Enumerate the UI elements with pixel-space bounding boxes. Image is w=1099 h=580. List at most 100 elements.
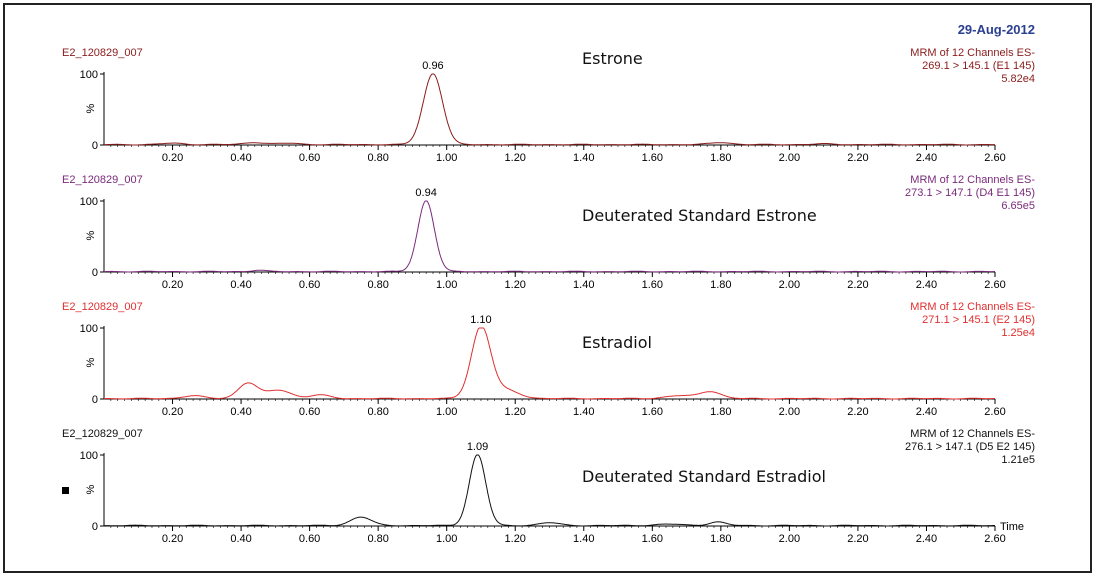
channel-info-line1: MRM of 12 Channels ES-	[910, 174, 1035, 186]
x-tick-label: 2.20	[847, 279, 868, 291]
x-tick-label: 2.40	[916, 406, 937, 418]
intensity-label: 1.25e4	[1001, 327, 1035, 339]
x-tick-label: 1.60	[642, 406, 663, 418]
x-tick-label: 1.40	[573, 152, 594, 164]
x-tick-label: 2.00	[779, 406, 800, 418]
peak-label: 0.96	[422, 60, 443, 72]
x-tick-label: 2.20	[847, 533, 868, 545]
chromatogram-figure	[3, 3, 1092, 573]
channel-info-line1: MRM of 12 Channels ES-	[910, 47, 1035, 59]
x-tick-label: 1.60	[642, 279, 663, 291]
x-tick-label: 0.20	[162, 152, 183, 164]
x-tick-label: 0.20	[162, 533, 183, 545]
peak-label: 1.09	[467, 441, 488, 453]
y-tick-label: 100	[80, 450, 98, 462]
x-tick-label: 1.20	[505, 152, 526, 164]
y-tick-label: 100	[80, 69, 98, 81]
y-tick-label: 0	[92, 521, 98, 533]
x-tick-label: 2.40	[916, 279, 937, 291]
x-tick-label: 2.20	[847, 152, 868, 164]
x-tick-label: 0.40	[230, 406, 251, 418]
x-tick-label: 1.00	[436, 406, 457, 418]
x-tick-label: 2.20	[847, 406, 868, 418]
y-axis-label: %	[85, 485, 97, 495]
acquisition-date: 29-Aug-2012	[958, 22, 1035, 37]
channel-info-line2: 273.1 > 147.1 (D4 E1 145)	[905, 187, 1035, 199]
chromatogram-trace	[104, 73, 995, 146]
x-tick-label: 1.80	[710, 152, 731, 164]
x-tick-label: 0.20	[162, 279, 183, 291]
y-axis-label: %	[85, 358, 97, 368]
x-tick-label: 0.60	[299, 533, 320, 545]
x-tick-label: 2.60	[984, 533, 1005, 545]
x-tick-label: 1.00	[436, 279, 457, 291]
x-tick-label: 0.40	[230, 279, 251, 291]
x-tick-label: 1.00	[436, 533, 457, 545]
compound-name: Deuterated Standard Estrone	[582, 206, 817, 225]
x-tick-label: 1.40	[573, 533, 594, 545]
x-tick-label: 1.00	[436, 152, 457, 164]
x-tick-label: 2.60	[984, 279, 1005, 291]
channel-info-line2: 271.1 > 145.1 (E2 145)	[922, 314, 1035, 326]
x-tick-label: 2.40	[916, 152, 937, 164]
file-label: E2_120829_007	[62, 428, 143, 440]
x-tick-label: 0.40	[230, 152, 251, 164]
marker-square	[62, 487, 69, 494]
y-tick-label: 0	[92, 394, 98, 406]
x-tick-label: 0.60	[299, 152, 320, 164]
chromatogram-trace	[104, 454, 995, 527]
x-tick-label: 2.00	[779, 533, 800, 545]
x-tick-label: 0.80	[367, 533, 388, 545]
x-tick-label: 0.60	[299, 279, 320, 291]
channel-info-line1: MRM of 12 Channels ES-	[910, 301, 1035, 313]
x-tick-label: 2.00	[779, 152, 800, 164]
compound-name: Deuterated Standard Estradiol	[582, 467, 826, 486]
channel-info-line2: 276.1 > 147.1 (D5 E2 145)	[905, 441, 1035, 453]
file-label: E2_120829_007	[62, 47, 143, 59]
x-tick-label: 2.40	[916, 533, 937, 545]
y-axis-label: %	[85, 104, 97, 114]
compound-name: Estradiol	[582, 333, 652, 352]
x-tick-label: 0.80	[367, 279, 388, 291]
x-tick-label: 1.60	[642, 152, 663, 164]
y-axis-label: %	[85, 231, 97, 241]
channel-info-line2: 269.1 > 145.1 (E1 145)	[922, 60, 1035, 72]
peak-label: 1.10	[470, 314, 491, 326]
x-tick-label: 2.00	[779, 279, 800, 291]
intensity-label: 1.21e5	[1001, 454, 1035, 466]
intensity-label: 6.65e5	[1001, 200, 1035, 212]
intensity-label: 5.82e4	[1001, 73, 1035, 85]
file-label: E2_120829_007	[62, 301, 143, 313]
chromatogram-panel: E2_120829_007 MRM of 12 Channels ES-271.1…	[62, 301, 1035, 418]
y-tick-label: 100	[80, 196, 98, 208]
y-tick-label: 0	[92, 267, 98, 279]
file-label: E2_120829_007	[62, 174, 143, 186]
x-tick-label: 1.80	[710, 406, 731, 418]
x-tick-label: 1.80	[710, 533, 731, 545]
x-tick-label: 1.80	[710, 279, 731, 291]
x-tick-label: 1.40	[573, 406, 594, 418]
x-tick-label: 1.60	[642, 533, 663, 545]
x-tick-label: 1.20	[505, 533, 526, 545]
x-tick-label: 1.40	[573, 279, 594, 291]
peak-label: 0.94	[415, 187, 436, 199]
x-tick-label: 1.20	[505, 406, 526, 418]
x-tick-label: 2.60	[984, 406, 1005, 418]
x-axis-label: Time	[1000, 521, 1024, 533]
x-tick-label: 0.40	[230, 533, 251, 545]
chromatogram-panel: E2_120829_007 MRM of 12 Channels ES-269.1…	[62, 47, 1035, 164]
chromatogram-panel: E2_120829_007 MRM of 12 Channels ES-276.1…	[62, 428, 1035, 545]
chromatogram-trace	[104, 327, 995, 400]
y-tick-label: 0	[92, 140, 98, 152]
x-tick-label: 0.80	[367, 406, 388, 418]
x-tick-label: 2.60	[984, 152, 1005, 164]
compound-name: Estrone	[582, 49, 643, 68]
channel-info-line1: MRM of 12 Channels ES-	[910, 428, 1035, 440]
chromatogram-trace	[104, 200, 995, 273]
x-tick-label: 0.60	[299, 406, 320, 418]
x-tick-label: 0.80	[367, 152, 388, 164]
chromatogram-panel: E2_120829_007 MRM of 12 Channels ES-273.1…	[62, 174, 1035, 291]
x-tick-label: 0.20	[162, 406, 183, 418]
x-tick-label: 1.20	[505, 279, 526, 291]
